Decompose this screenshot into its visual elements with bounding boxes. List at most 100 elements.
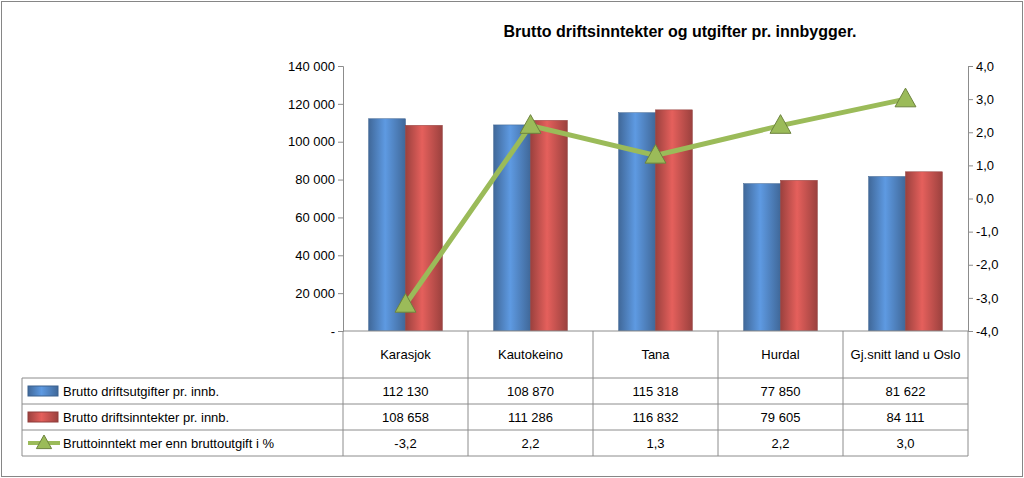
table-line bbox=[22, 404, 968, 405]
y2-axis: -4,0 -3,0 -2,0 -1,0 0,0 1,0 2,0 3,0 4,0 bbox=[968, 59, 998, 339]
category-label: Gj.snitt land u Oslo bbox=[851, 347, 961, 362]
bar bbox=[781, 180, 818, 331]
y2-tick-mark bbox=[968, 199, 973, 200]
y-tick-label: 40 000 bbox=[295, 248, 335, 263]
y-tick-label: - bbox=[331, 324, 335, 339]
y-tick: 140 000 bbox=[288, 59, 343, 74]
y-tick-label: 100 000 bbox=[288, 134, 335, 149]
y2-tick: 0,0 bbox=[968, 191, 994, 206]
plot-marks bbox=[369, 88, 943, 331]
table-value: 111 286 bbox=[508, 410, 553, 425]
bar bbox=[531, 120, 568, 331]
y2-tick: -4,0 bbox=[968, 324, 998, 339]
line bbox=[406, 99, 906, 304]
y2-tick-label: 0,0 bbox=[976, 191, 994, 206]
line-marker bbox=[895, 88, 916, 107]
table-value: 115 318 bbox=[632, 384, 678, 399]
y2-tick-label: 4,0 bbox=[976, 59, 994, 74]
table-line bbox=[593, 331, 594, 456]
y-tick-mark bbox=[338, 180, 343, 181]
y-tick: 120 000 bbox=[288, 97, 343, 112]
y-tick-label: 20 000 bbox=[295, 286, 335, 301]
table-value: 2,2 bbox=[771, 436, 789, 451]
legend-key bbox=[28, 386, 58, 396]
y2-tick-label: 2,0 bbox=[976, 125, 994, 140]
table-value: 3,0 bbox=[896, 436, 914, 451]
y2-tick-label: 3,0 bbox=[976, 92, 994, 107]
y2-tick-mark bbox=[968, 165, 973, 166]
legend-key bbox=[28, 435, 60, 449]
chart-svg: Brutto driftsinntekter og utgifter pr. i… bbox=[0, 0, 1024, 478]
table-value: 2,2 bbox=[521, 436, 539, 451]
legend-key-rect bbox=[28, 412, 58, 422]
chart-title: Brutto driftsinntekter og utgifter pr. i… bbox=[504, 23, 857, 40]
bar bbox=[744, 184, 781, 331]
y2-tick: -3,0 bbox=[968, 291, 998, 306]
y2-tick: -1,0 bbox=[968, 224, 998, 239]
y2-tick-label: -4,0 bbox=[976, 324, 998, 339]
y-tick-mark bbox=[338, 104, 343, 105]
table-line bbox=[343, 331, 968, 332]
y-tick: 40 000 bbox=[295, 248, 343, 263]
chart-frame bbox=[2, 2, 1023, 477]
legend-label: Brutto driftsinntekter pr. innb. bbox=[63, 410, 229, 425]
y-tick-label: 80 000 bbox=[295, 172, 335, 187]
legend-label: Brutto driftsutgifter pr. innb. bbox=[63, 384, 219, 399]
bar bbox=[369, 119, 406, 331]
y2-tick-label: -3,0 bbox=[976, 291, 998, 306]
bar bbox=[906, 172, 943, 331]
table-line bbox=[468, 331, 469, 456]
bar bbox=[869, 177, 906, 331]
y-tick: - bbox=[331, 324, 343, 339]
table-value: 1,3 bbox=[646, 436, 664, 451]
legend-key bbox=[28, 412, 58, 422]
table-line bbox=[22, 378, 23, 456]
y2-axis-line bbox=[969, 67, 974, 332]
legend-label: Bruttoinntekt mer enn bruttoutgift i % bbox=[63, 436, 274, 451]
y2-tick-mark bbox=[968, 132, 973, 133]
line-marker bbox=[520, 115, 541, 134]
table-line bbox=[718, 331, 719, 456]
y-tick-label: 120 000 bbox=[288, 97, 335, 112]
y-tick-mark bbox=[338, 293, 343, 294]
y2-tick-mark bbox=[968, 66, 973, 67]
y-axis: - 20 000 40 000 60 000 80 000 100 000 120 000 1… bbox=[288, 59, 344, 339]
bar bbox=[656, 110, 693, 331]
y2-tick: 3,0 bbox=[968, 92, 994, 107]
y-tick: 80 000 bbox=[295, 172, 343, 187]
y2-tick-label: -2,0 bbox=[976, 257, 998, 272]
y-tick-mark bbox=[338, 66, 343, 67]
table-value: 77 850 bbox=[761, 384, 801, 399]
y-tick-label: 140 000 bbox=[288, 59, 335, 74]
y-tick-label: 60 000 bbox=[295, 210, 335, 225]
y2-tick-mark bbox=[968, 331, 973, 332]
category-label: Kautokeino bbox=[498, 347, 563, 362]
table-value: 112 130 bbox=[382, 384, 428, 399]
category-label: Tana bbox=[641, 347, 670, 362]
y-tick-mark bbox=[338, 217, 343, 218]
category-label: Karasjok bbox=[380, 347, 431, 362]
table-value: 81 622 bbox=[886, 384, 926, 399]
y2-tick: 4,0 bbox=[968, 59, 994, 74]
line-marker bbox=[395, 294, 416, 313]
legend-key-marker bbox=[36, 435, 51, 449]
y-tick-mark bbox=[338, 142, 343, 143]
bar-series bbox=[369, 113, 906, 331]
table-value: 84 111 bbox=[887, 410, 925, 425]
y2-tick: -2,0 bbox=[968, 257, 998, 272]
table-line bbox=[22, 430, 968, 431]
y-axis-line bbox=[338, 67, 344, 332]
y2-tick-mark bbox=[968, 99, 973, 100]
y2-tick-label: 1,0 bbox=[976, 158, 994, 173]
line-marker bbox=[770, 115, 791, 134]
table-line bbox=[343, 331, 344, 456]
y2-tick-label: -1,0 bbox=[976, 224, 998, 239]
bar-series bbox=[406, 110, 943, 331]
y-tick: 60 000 bbox=[295, 210, 343, 225]
y2-tick-mark bbox=[968, 265, 973, 266]
table-line bbox=[968, 331, 969, 456]
y-tick-mark bbox=[338, 255, 343, 256]
table-line bbox=[843, 331, 844, 456]
table-line bbox=[22, 378, 968, 379]
y-tick-mark bbox=[338, 331, 343, 332]
